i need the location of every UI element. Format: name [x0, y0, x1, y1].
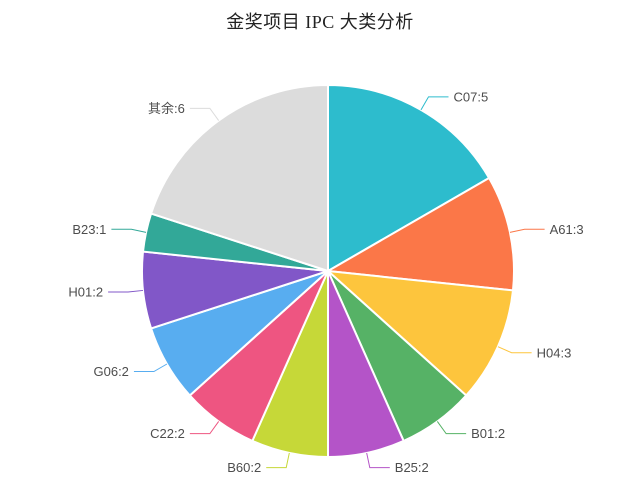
slice-label-H04: H04:3 [537, 345, 572, 360]
pie-slice-H04[interactable] [327, 270, 514, 397]
label-line-H04 [497, 346, 532, 354]
pie-slice-A61[interactable] [327, 177, 515, 292]
pie-slice-其余[interactable] [150, 84, 329, 272]
slice-label-C07: C07:5 [454, 89, 489, 104]
label-line-G06 [133, 363, 168, 372]
slice-label-B01: B01:2 [471, 426, 505, 441]
slice-label-G06: G06:2 [94, 364, 129, 379]
slice-label-其余: 其余:6 [148, 101, 185, 116]
slice-label-C22: C22:2 [150, 426, 185, 441]
slice-label-B60: B60:2 [227, 460, 261, 475]
label-line-B23 [111, 228, 147, 233]
label-line-C22 [189, 421, 220, 435]
slice-label-A61: A61:3 [550, 222, 584, 237]
chart-title: 金奖项目 IPC 大类分析 [226, 12, 414, 32]
label-line-B25 [366, 452, 390, 469]
slice-label-B25: B25:2 [395, 460, 429, 475]
label-line-C07 [420, 96, 449, 111]
label-line-A61 [509, 228, 545, 233]
label-line-其余 [189, 107, 220, 121]
label-line-H01 [108, 289, 144, 293]
label-line-B60 [266, 452, 290, 469]
slice-label-H01: H01:2 [68, 285, 103, 300]
label-line-B01 [436, 421, 467, 435]
slice-label-B23: B23:1 [72, 222, 106, 237]
